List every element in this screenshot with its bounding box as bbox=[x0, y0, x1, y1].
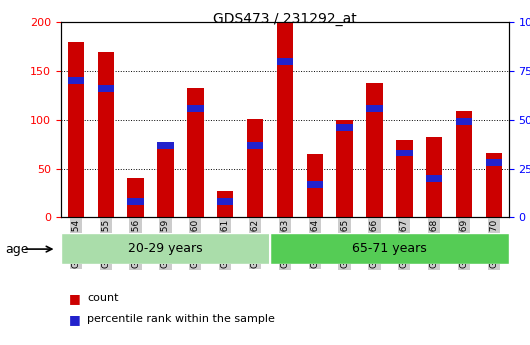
Bar bbox=[277, 58, 293, 65]
Bar bbox=[127, 198, 144, 205]
Bar bbox=[217, 198, 233, 205]
Bar bbox=[247, 142, 263, 149]
Bar bbox=[366, 105, 383, 111]
Bar bbox=[127, 178, 144, 217]
Bar bbox=[306, 181, 323, 188]
Text: percentile rank within the sample: percentile rank within the sample bbox=[87, 314, 275, 324]
Bar bbox=[98, 52, 114, 217]
Bar bbox=[277, 22, 293, 217]
Bar bbox=[247, 119, 263, 217]
Bar bbox=[98, 85, 114, 92]
Bar bbox=[68, 42, 84, 217]
Bar bbox=[187, 105, 204, 111]
Bar bbox=[485, 153, 502, 217]
Bar bbox=[157, 142, 174, 149]
Bar bbox=[396, 150, 412, 156]
Text: GDS473 / 231292_at: GDS473 / 231292_at bbox=[213, 12, 357, 26]
Bar bbox=[366, 83, 383, 217]
Text: 20-29 years: 20-29 years bbox=[128, 242, 203, 255]
Bar bbox=[68, 78, 84, 84]
Bar bbox=[337, 120, 353, 217]
Bar bbox=[456, 118, 472, 125]
Bar bbox=[456, 111, 472, 217]
Bar bbox=[306, 154, 323, 217]
Bar bbox=[270, 233, 509, 264]
Text: age: age bbox=[5, 243, 29, 256]
Bar bbox=[217, 191, 233, 217]
Bar bbox=[396, 140, 412, 217]
Text: 65-71 years: 65-71 years bbox=[352, 242, 427, 255]
Bar bbox=[485, 159, 502, 166]
Bar bbox=[61, 233, 270, 264]
Bar bbox=[426, 137, 443, 217]
Bar bbox=[157, 144, 174, 217]
Bar bbox=[187, 88, 204, 217]
Bar bbox=[337, 124, 353, 131]
Text: ■: ■ bbox=[69, 292, 81, 305]
Text: count: count bbox=[87, 294, 119, 303]
Text: ■: ■ bbox=[69, 313, 81, 326]
Bar bbox=[426, 175, 443, 182]
